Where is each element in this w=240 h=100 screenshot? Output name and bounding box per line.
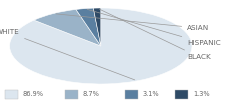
Wedge shape xyxy=(93,8,101,46)
Text: BLACK: BLACK xyxy=(100,9,211,60)
Text: 86.9%: 86.9% xyxy=(23,91,44,97)
Text: 8.7%: 8.7% xyxy=(83,91,100,97)
FancyBboxPatch shape xyxy=(175,90,188,98)
Wedge shape xyxy=(76,8,101,46)
Text: 1.3%: 1.3% xyxy=(193,91,210,97)
FancyBboxPatch shape xyxy=(65,90,78,98)
Wedge shape xyxy=(34,9,101,46)
FancyBboxPatch shape xyxy=(125,90,138,98)
Text: 3.1%: 3.1% xyxy=(143,91,159,97)
Wedge shape xyxy=(10,8,192,84)
FancyBboxPatch shape xyxy=(5,90,18,98)
Text: WHITE: WHITE xyxy=(0,29,135,80)
Text: ASIAN: ASIAN xyxy=(56,14,210,31)
Text: HISPANIC: HISPANIC xyxy=(87,9,221,46)
